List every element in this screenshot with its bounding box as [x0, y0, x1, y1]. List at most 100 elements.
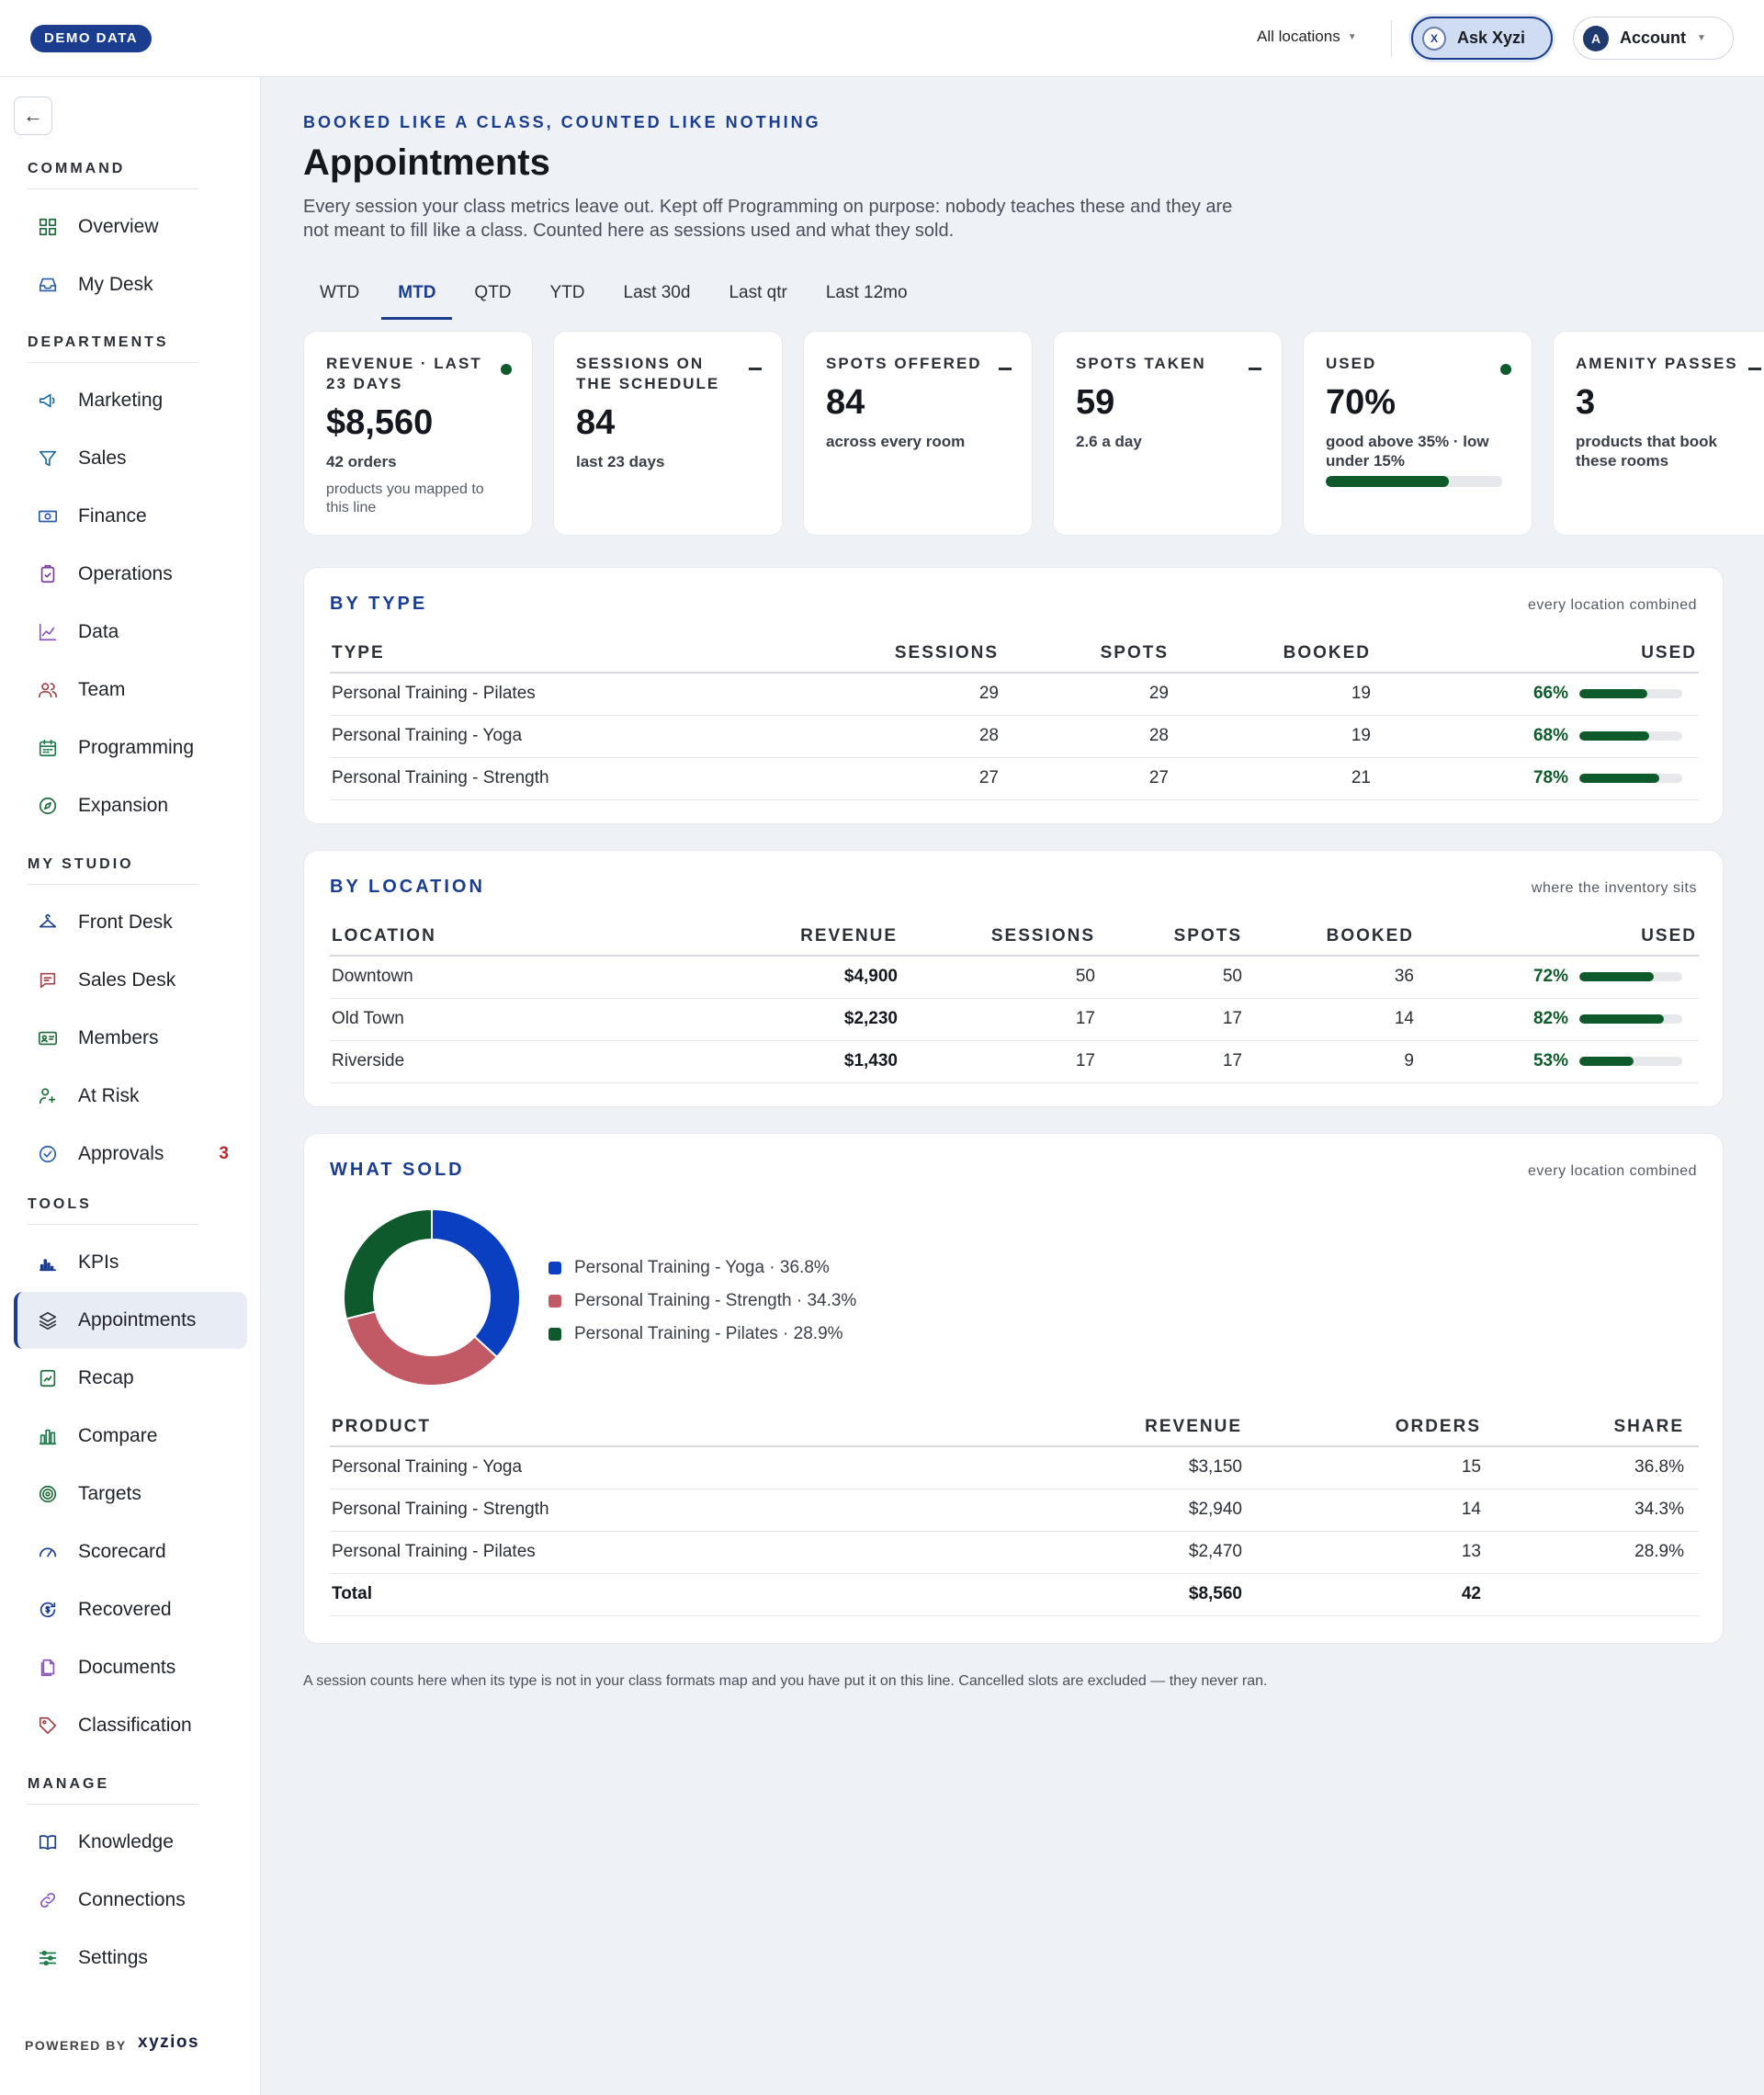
- tab-mtd[interactable]: MTD: [381, 274, 453, 320]
- sidebar-item-marketing[interactable]: Marketing: [14, 372, 247, 429]
- donut-slice-personal-training-strength[interactable]: [345, 1310, 499, 1387]
- sidebar-item-recap[interactable]: Recap: [14, 1350, 247, 1407]
- account-button[interactable]: A Account ▼: [1573, 17, 1734, 60]
- total-label: Total: [330, 1573, 881, 1616]
- col-revenue[interactable]: REVENUE: [697, 917, 899, 957]
- sidebar-item-programming[interactable]: Programming: [14, 719, 247, 776]
- sidebar-item-kpis[interactable]: KPIs: [14, 1234, 247, 1291]
- col-revenue[interactable]: REVENUE: [881, 1408, 1244, 1447]
- sidebar-item-documents[interactable]: Documents: [14, 1639, 247, 1696]
- kpi-card[interactable]: SESSIONS ON THE SCHEDULE 84 last 23 days: [553, 331, 783, 536]
- what-sold-note: every location combined: [1527, 1163, 1697, 1179]
- legend-swatch: [548, 1262, 561, 1274]
- table-row[interactable]: Old Town $2,230 17 17 14 82%: [330, 998, 1699, 1041]
- sidebar-item-label: Classification: [78, 1715, 192, 1736]
- col-sessions[interactable]: SESSIONS: [899, 917, 1097, 957]
- sidebar-item-appointments[interactable]: Appointments: [14, 1292, 247, 1349]
- donut-slice-personal-training-yoga[interactable]: [431, 1207, 521, 1359]
- table-row[interactable]: Personal Training - Strength 27 27 21 78%: [330, 757, 1699, 800]
- location-select[interactable]: All locations ▼: [1257, 28, 1357, 46]
- kpi-label: REVENUE · LAST 23 DAYS: [326, 355, 482, 392]
- used-cell: 68%: [1374, 726, 1697, 746]
- kpi-card[interactable]: USED 70% good above 35% · low under 15%: [1303, 331, 1532, 536]
- tab-last-qtr[interactable]: Last qtr: [729, 283, 787, 302]
- booked-cell: 19: [1170, 673, 1373, 716]
- table-row[interactable]: Personal Training - Yoga 28 28 19 68%: [330, 715, 1699, 758]
- used-bar-fill: [1579, 774, 1660, 783]
- tab-wtd[interactable]: WTD: [320, 283, 360, 302]
- sidebar-item-targets[interactable]: Targets: [14, 1466, 247, 1523]
- col-booked[interactable]: BOOKED: [1244, 917, 1416, 957]
- sidebar-item-sales-desk[interactable]: Sales Desk: [14, 952, 247, 1009]
- col-location[interactable]: LOCATION: [330, 917, 697, 957]
- table-row[interactable]: Riverside $1,430 17 17 9 53%: [330, 1040, 1699, 1083]
- kpi-subtext: 2.6 a day: [1076, 433, 1142, 450]
- kpi-card[interactable]: REVENUE · LAST 23 DAYS $8,560 42 orders pro…: [303, 331, 533, 536]
- donut-slice-personal-training-pilates[interactable]: [343, 1207, 433, 1320]
- sidebar-item-label: Members: [78, 1027, 159, 1048]
- top-bar: DEMO DATA All locations ▼ X Ask Xyzi A A…: [0, 0, 1764, 77]
- table-row[interactable]: Personal Training - Pilates 29 29 19 66%: [330, 673, 1699, 716]
- sidebar-item-at-risk[interactable]: At Risk: [14, 1068, 247, 1125]
- col-used[interactable]: USED: [1416, 917, 1699, 957]
- by-location-title: BY LOCATION: [330, 877, 485, 897]
- sidebar-item-operations[interactable]: Operations: [14, 546, 247, 603]
- sidebar-item-label: Marketing: [78, 390, 164, 411]
- table-row[interactable]: Downtown $4,900 50 50 36 72%: [330, 956, 1699, 999]
- kpi-card[interactable]: SPOTS TAKEN 59 2.6 a day: [1053, 331, 1283, 536]
- sidebar-item-scorecard[interactable]: Scorecard: [14, 1523, 247, 1580]
- location-cell: Downtown: [330, 956, 697, 999]
- col-sessions[interactable]: SESSIONS: [771, 634, 1001, 674]
- sidebar-item-expansion[interactable]: Expansion: [14, 777, 247, 834]
- col-spots[interactable]: SPOTS: [1097, 917, 1244, 957]
- tab-ytd[interactable]: YTD: [549, 283, 585, 302]
- sidebar-item-classification[interactable]: Classification: [14, 1697, 247, 1754]
- kpi-label: AMENITY PASSES: [1576, 355, 1738, 372]
- trend-icon: [38, 1368, 58, 1388]
- col-share[interactable]: SHARE: [1483, 1408, 1699, 1447]
- kpi-subtext: last 23 days: [576, 453, 665, 470]
- table-row[interactable]: Personal Training - Yoga $3,150 15 36.8%: [330, 1446, 1699, 1489]
- sidebar-item-my-desk[interactable]: My Desk: [14, 256, 247, 313]
- col-product[interactable]: PRODUCT: [330, 1408, 881, 1447]
- sidebar-item-approvals[interactable]: Approvals 3: [14, 1126, 247, 1183]
- kpi-card[interactable]: AMENITY PASSES 3 products that book these …: [1553, 331, 1764, 536]
- sidebar-item-sales[interactable]: Sales: [14, 430, 247, 487]
- tab-last-30d[interactable]: Last 30d: [623, 283, 691, 302]
- spots-cell: 29: [1001, 673, 1170, 716]
- used-cell: 66%: [1374, 684, 1697, 704]
- sidebar-item-knowledge[interactable]: Knowledge: [14, 1814, 247, 1871]
- used-cell: 53%: [1418, 1051, 1697, 1071]
- sidebar-item-overview[interactable]: Overview: [14, 198, 247, 255]
- col-type[interactable]: TYPE: [330, 634, 771, 674]
- col-booked[interactable]: BOOKED: [1170, 634, 1373, 674]
- sidebar-item-front-desk[interactable]: Front Desk: [14, 894, 247, 951]
- col-orders[interactable]: ORDERS: [1244, 1408, 1483, 1447]
- type-cell: Personal Training - Strength: [330, 757, 771, 800]
- sidebar-item-finance[interactable]: Finance: [14, 488, 247, 545]
- sidebar-item-team[interactable]: Team: [14, 662, 247, 719]
- sidebar-item-compare[interactable]: Compare: [14, 1408, 247, 1465]
- sidebar-item-data[interactable]: Data: [14, 604, 247, 661]
- share-cell: 34.3%: [1483, 1489, 1699, 1532]
- table-row[interactable]: Personal Training - Pilates $2,470 13 28.9%: [330, 1531, 1699, 1574]
- col-used[interactable]: USED: [1373, 634, 1699, 674]
- col-spots[interactable]: SPOTS: [1001, 634, 1170, 674]
- status-dash-icon: [999, 368, 1012, 370]
- grid-icon: [38, 217, 58, 237]
- kpi-card[interactable]: SPOTS OFFERED 84 across every room: [803, 331, 1033, 536]
- used-percent: 72%: [1532, 967, 1568, 987]
- by-type-panel: BY TYPE every location combined TYPE SES…: [303, 567, 1724, 824]
- tab-qtd[interactable]: QTD: [474, 283, 512, 302]
- tab-last-12mo[interactable]: Last 12mo: [825, 283, 908, 302]
- table-row[interactable]: Personal Training - Strength $2,940 14 34.3…: [330, 1489, 1699, 1532]
- ask-xyzi-button[interactable]: X Ask Xyzi: [1411, 17, 1553, 60]
- collapse-sidebar-button[interactable]: ←: [14, 96, 52, 135]
- sidebar-item-settings[interactable]: Settings: [14, 1930, 247, 1987]
- id-card-icon: [38, 1028, 58, 1048]
- sidebar-item-members[interactable]: Members: [14, 1010, 247, 1067]
- spots-cell: 50: [1097, 956, 1244, 999]
- sidebar-item-connections[interactable]: Connections: [14, 1872, 247, 1929]
- by-location-panel: BY LOCATION where the inventory sits LOC…: [303, 850, 1724, 1107]
- sidebar-item-recovered[interactable]: Recovered: [14, 1581, 247, 1638]
